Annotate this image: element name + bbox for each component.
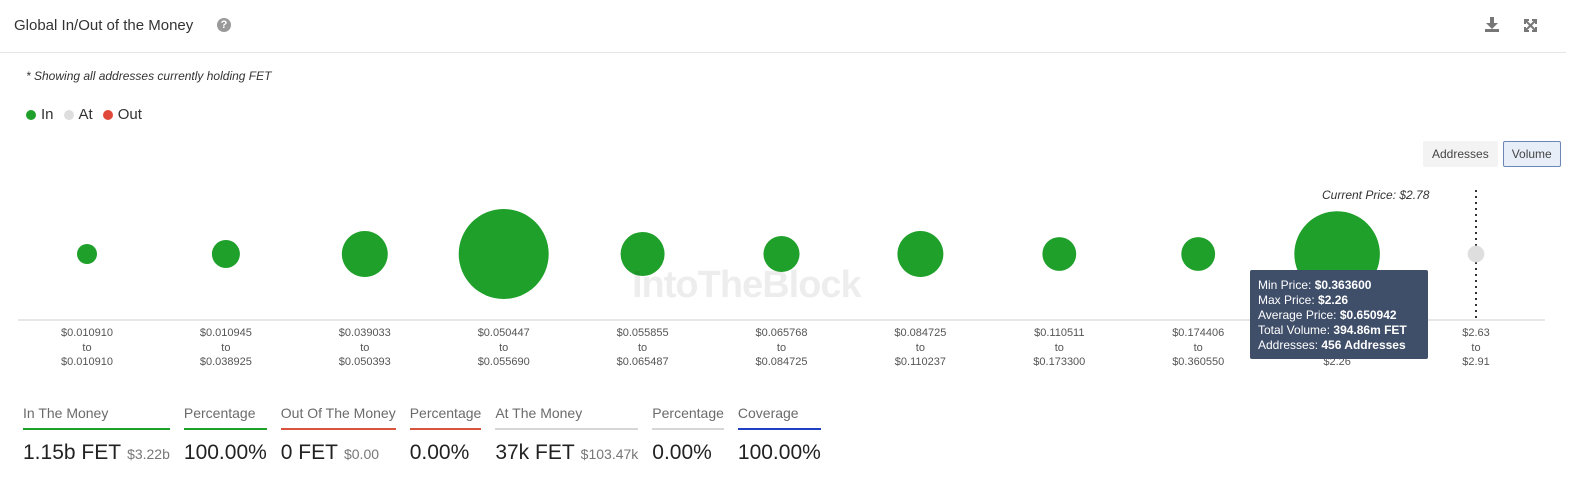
legend-dot bbox=[102, 109, 113, 120]
tooltip-row: Max Price: $2.26 bbox=[1258, 293, 1422, 308]
stat-value-row: 1.15b FET $3.22b bbox=[23, 430, 170, 465]
x-tick-label: $0.039033 to $0.050393 bbox=[338, 327, 391, 368]
note: * Showing all addresses currently holdin… bbox=[26, 69, 272, 83]
toggle-button[interactable]: Addresses bbox=[1423, 141, 1498, 167]
stat-value-row: 0.00% bbox=[410, 430, 482, 465]
help-icon[interactable]: ? bbox=[217, 18, 231, 32]
stat-label: Out Of The Money bbox=[280, 405, 396, 430]
stat-value: 100.00% bbox=[737, 441, 821, 464]
stat-label: Percentage bbox=[409, 405, 482, 430]
stat-value: 0.00% bbox=[652, 441, 712, 464]
bubble bbox=[341, 231, 388, 277]
bubble bbox=[211, 239, 240, 269]
x-tick-label: $0.010945 to $0.038925 bbox=[199, 327, 252, 368]
stat-sub: $3.22b bbox=[127, 446, 170, 462]
tooltip-value: $2.26 bbox=[1318, 293, 1349, 307]
stat: Coverage 100.00% bbox=[737, 405, 821, 465]
tooltip-row: Min Price: $0.363600 bbox=[1258, 278, 1422, 293]
stat-label: At The Money bbox=[495, 405, 639, 430]
header bbox=[0, 0, 1566, 53]
toggle: Addresses Volume bbox=[1423, 141, 1561, 167]
stat: In The Money 1.15b FET $3.22b bbox=[23, 405, 170, 465]
bubble bbox=[1467, 245, 1485, 263]
bubble bbox=[458, 209, 549, 299]
x-tick-label: $0.084725 to $0.110237 bbox=[894, 327, 947, 368]
stat-value-row: 0 FET $0.00 bbox=[281, 430, 396, 465]
tooltip-value: 456 Addresses bbox=[1321, 338, 1406, 352]
tooltip-label: Total Volume: bbox=[1258, 323, 1331, 337]
x-tick-label: $2.63 to $2.91 bbox=[1462, 327, 1490, 368]
stat: Percentage 0.00% bbox=[409, 405, 482, 465]
stat-label: Coverage bbox=[737, 405, 821, 430]
x-tick-label: $0.174406 to $0.360550 bbox=[1172, 327, 1225, 368]
stats: In The Money 1.15b FET $3.22b Percentage 100… bbox=[23, 405, 821, 465]
legend-dot bbox=[26, 109, 36, 120]
stat-sub: $103.47k bbox=[580, 446, 639, 462]
watermark: IntoTheBlock bbox=[632, 264, 862, 306]
legend-item: At bbox=[63, 106, 93, 123]
stat-sub: $0.00 bbox=[343, 446, 380, 462]
legend-dot bbox=[63, 109, 74, 120]
stat-value: 0.00% bbox=[409, 441, 470, 464]
legend-item: In bbox=[26, 106, 54, 123]
toggle-button[interactable]: Volume bbox=[1502, 141, 1561, 167]
tooltip-row: Total Volume: 394.86m FET bbox=[1258, 323, 1422, 338]
bubble bbox=[763, 235, 800, 273]
stat-label: In The Money bbox=[23, 405, 170, 430]
tooltip-value: $0.363600 bbox=[1314, 278, 1372, 292]
stat-value: 0 FET bbox=[280, 441, 338, 464]
legend-label: In bbox=[41, 106, 54, 123]
tooltip-row: Addresses: 456 Addresses bbox=[1258, 338, 1422, 353]
stat: At The Money 37k FET $103.47k bbox=[495, 405, 639, 465]
bubble bbox=[77, 244, 97, 264]
legend-item: Out bbox=[102, 106, 142, 123]
tooltip-row: Average Price: $0.650942 bbox=[1258, 308, 1422, 323]
tooltip-label: Min Price: bbox=[1258, 278, 1312, 292]
tooltip-value: $0.650942 bbox=[1339, 308, 1397, 322]
stat-value-row: 100.00% bbox=[738, 430, 821, 465]
stat: Out Of The Money 0 FET $0.00 bbox=[280, 405, 396, 465]
x-tick-label: $0.065768 to $0.084725 bbox=[755, 327, 808, 368]
bubble bbox=[897, 231, 944, 277]
bubble bbox=[1181, 237, 1216, 271]
stat: Percentage 100.00% bbox=[183, 405, 267, 465]
stat-value-row: 0.00% bbox=[652, 430, 724, 465]
legend-label: At bbox=[78, 106, 93, 123]
download-icon[interactable] bbox=[1485, 17, 1499, 32]
bubble bbox=[1042, 237, 1077, 271]
stat-value: 37k FET bbox=[495, 441, 575, 464]
tooltip-label: Average Price: bbox=[1258, 308, 1337, 322]
x-tick-label: $0.050447 to $0.055690 bbox=[477, 327, 530, 368]
expand-icon[interactable] bbox=[1524, 19, 1537, 32]
tooltip: Min Price: $0.363600 Max Price: $2.26 Aver… bbox=[1250, 270, 1428, 359]
legend-label: Out bbox=[117, 106, 142, 123]
bubble bbox=[620, 232, 665, 276]
stat-value-row: 100.00% bbox=[184, 430, 267, 465]
stat-value-row: 37k FET $103.47k bbox=[495, 430, 638, 465]
stat-label: Percentage bbox=[652, 405, 724, 430]
legend: In At Out bbox=[26, 106, 142, 123]
tooltip-value: 394.86m FET bbox=[1333, 323, 1407, 337]
annotation: Current Price: $2.78 bbox=[1322, 188, 1430, 202]
stat-value: 100.00% bbox=[183, 441, 267, 464]
tooltip-label: Max Price: bbox=[1258, 293, 1315, 307]
stat-label: Percentage bbox=[183, 405, 267, 430]
x-tick-label: $0.055855 to $0.065487 bbox=[616, 327, 669, 368]
stat-value: 1.15b FET bbox=[23, 441, 122, 464]
x-tick-label: $0.110511 to $0.173300 bbox=[1033, 327, 1086, 368]
x-tick-label: $0.010910 to $0.010910 bbox=[61, 327, 113, 368]
stat: Percentage 0.00% bbox=[652, 405, 724, 465]
tooltip-label: Addresses: bbox=[1258, 338, 1319, 352]
title: Global In/Out of the Money bbox=[14, 17, 194, 34]
